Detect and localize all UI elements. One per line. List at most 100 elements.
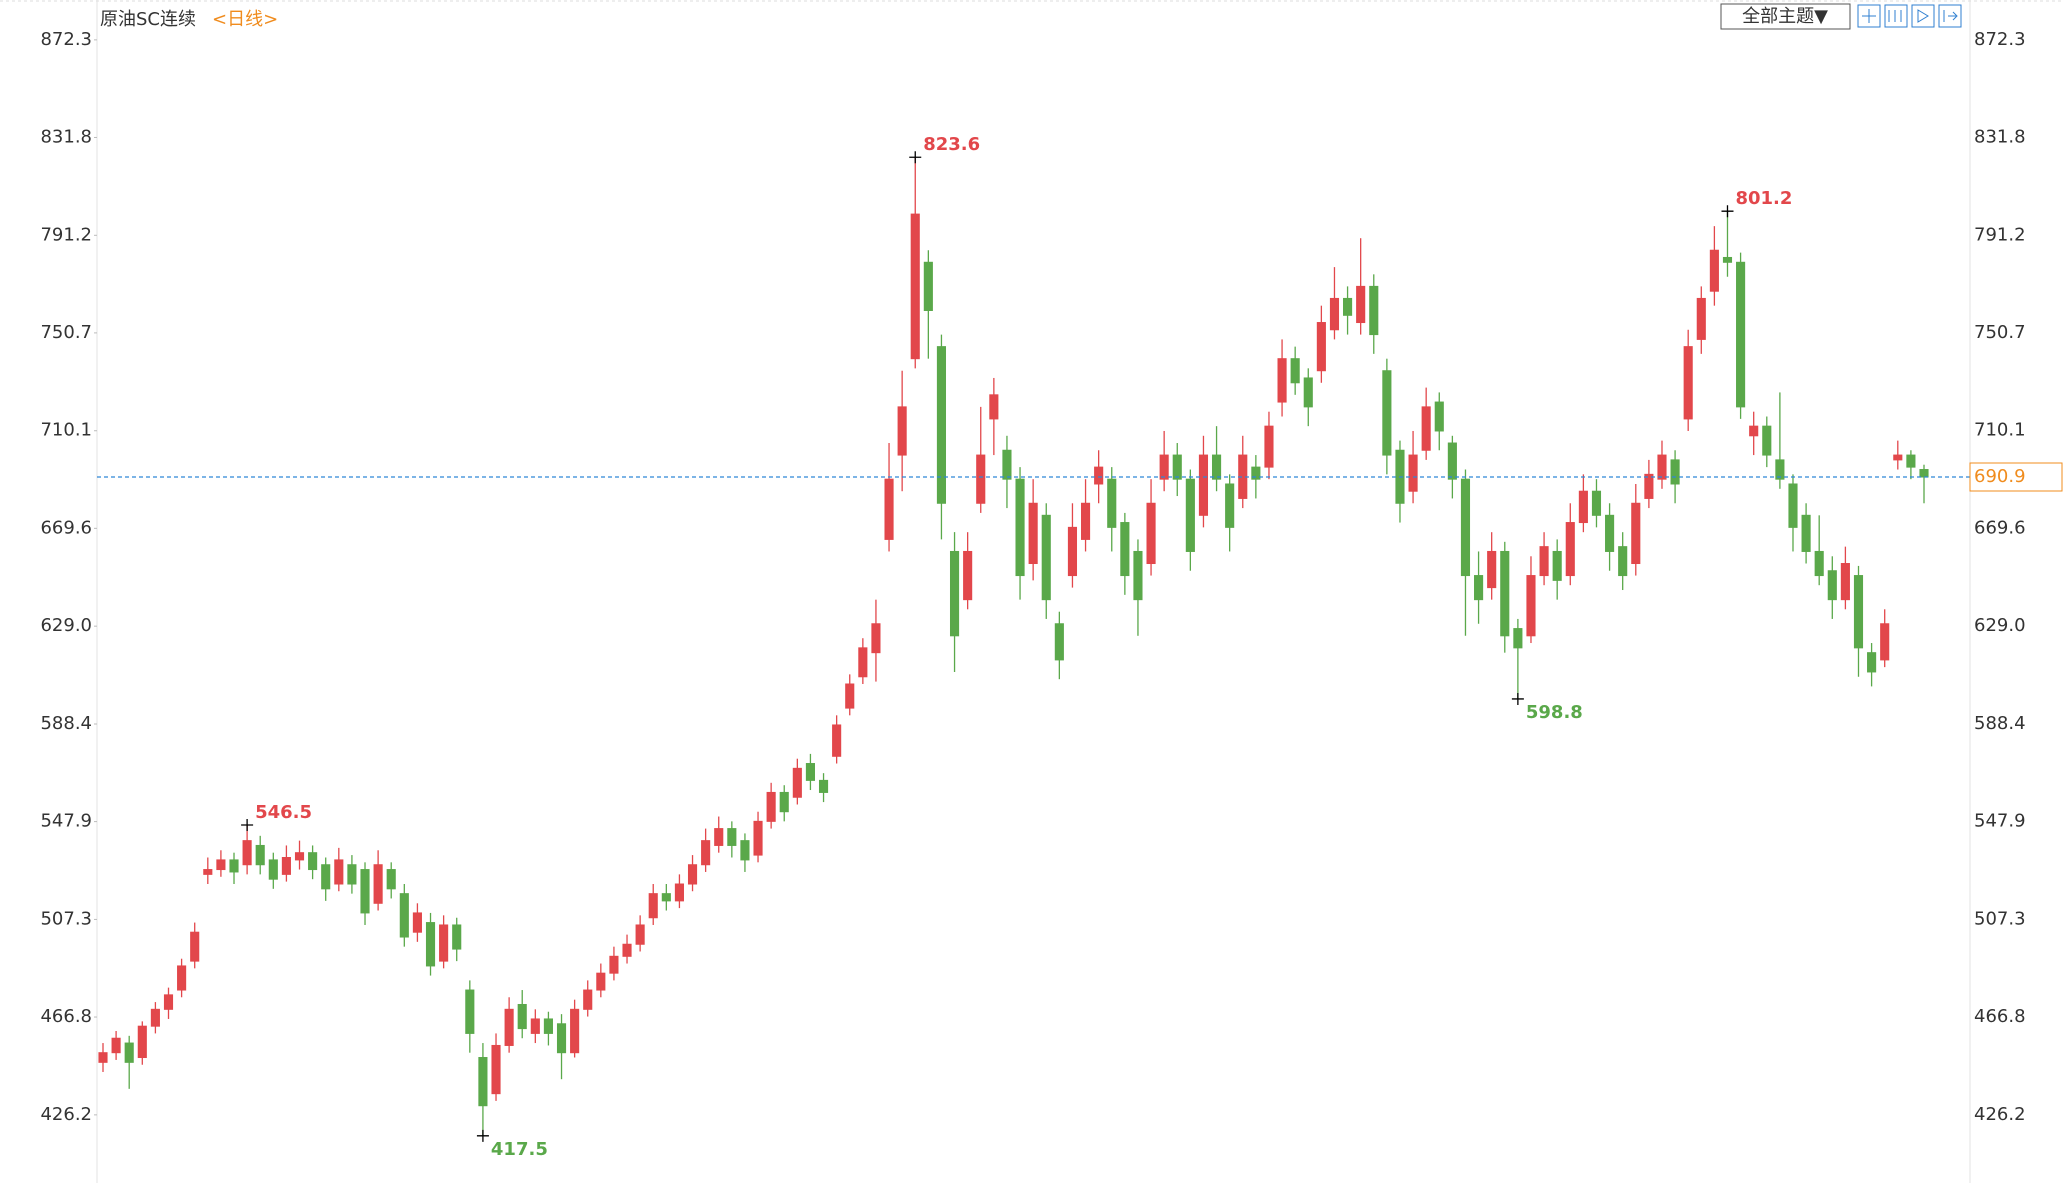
candle-body xyxy=(1827,570,1837,601)
y-tick-label-right: 466.8 xyxy=(1974,1006,2026,1027)
candle-body xyxy=(779,791,789,813)
candle-body xyxy=(1736,261,1746,408)
candle-body xyxy=(1343,297,1353,316)
candle-body xyxy=(1303,377,1313,408)
candle-body xyxy=(203,869,213,875)
y-tick-label: 872.3 xyxy=(40,29,92,50)
candle-body xyxy=(976,454,986,504)
candle-body xyxy=(1539,546,1549,577)
candle-body xyxy=(963,550,973,601)
candle-body xyxy=(491,1044,501,1095)
candle-body xyxy=(1591,490,1602,516)
candle-body xyxy=(1552,550,1562,581)
y-tick-label-right: 507.3 xyxy=(1974,908,2026,929)
candle-body xyxy=(1434,401,1444,432)
candle-body xyxy=(1788,483,1798,528)
candle-body xyxy=(845,683,855,709)
theme-button-label[interactable]: 全部主题▼ xyxy=(1742,6,1828,27)
candle-body xyxy=(1198,454,1209,516)
period-label: <日线> xyxy=(212,9,278,30)
candle-body xyxy=(1893,454,1903,461)
play-icon[interactable] xyxy=(1911,4,1935,28)
candle-body xyxy=(412,912,422,933)
candle-body xyxy=(1722,256,1733,263)
candle-body xyxy=(936,346,947,504)
high-label: 801.2 xyxy=(1735,188,1792,209)
candle-body xyxy=(1028,502,1038,565)
y-tick-label-right: 831.8 xyxy=(1974,126,2026,147)
candle-body xyxy=(1696,297,1706,340)
y-tick-label-right: 588.4 xyxy=(1974,713,2026,734)
candle-body xyxy=(1382,370,1392,456)
fit-icon[interactable] xyxy=(1884,4,1908,28)
high-marker xyxy=(1721,205,1734,218)
candle-body xyxy=(478,1057,488,1107)
candle-body xyxy=(674,883,684,902)
candle-body xyxy=(1080,502,1091,540)
candle-body xyxy=(229,859,239,873)
candle-body xyxy=(530,1018,540,1034)
candle-body xyxy=(1369,285,1379,336)
y-tick-label-right: 710.1 xyxy=(1974,420,2026,441)
candle-body xyxy=(648,893,658,919)
candle-body xyxy=(504,1008,514,1046)
candle-body xyxy=(570,1008,580,1054)
candle-body xyxy=(727,828,737,846)
y-tick-label: 669.6 xyxy=(40,517,92,538)
y-tick-label: 466.8 xyxy=(40,1006,92,1027)
high-label: 823.6 xyxy=(923,134,980,155)
y-tick-label: 831.8 xyxy=(40,126,92,147)
candle-body xyxy=(373,864,383,904)
candle-body xyxy=(622,943,632,957)
candle-body xyxy=(609,955,619,974)
candle-body xyxy=(989,394,999,420)
candle-body xyxy=(177,965,187,991)
candle-body xyxy=(281,857,291,875)
candle-body xyxy=(1159,454,1169,480)
candle-body xyxy=(1919,469,1929,478)
candle-body xyxy=(1775,459,1785,480)
theme-button[interactable]: 全部主题▼ xyxy=(1720,3,1851,30)
candle-body xyxy=(1067,526,1078,577)
candle-body xyxy=(386,869,396,890)
y-tick-label-right: 669.6 xyxy=(1974,517,2026,538)
candle-body xyxy=(832,724,842,757)
candle-body xyxy=(923,261,933,311)
candle-body xyxy=(949,550,960,637)
y-tick-label: 507.3 xyxy=(40,908,92,929)
candle-body xyxy=(1041,514,1051,601)
candle-body xyxy=(1513,628,1523,649)
candle-body xyxy=(111,1037,121,1054)
candle-body xyxy=(792,767,802,798)
theme-button-box[interactable] xyxy=(1720,3,1851,30)
candle-body xyxy=(517,1003,527,1030)
candle-body xyxy=(1185,478,1195,552)
candle-body xyxy=(399,893,409,938)
candle-body xyxy=(360,869,370,914)
low-label: 417.5 xyxy=(491,1139,548,1160)
candle-body xyxy=(347,864,357,885)
candle-body xyxy=(268,859,278,880)
candle-body xyxy=(1618,546,1628,577)
y-tick-label: 750.7 xyxy=(40,322,92,343)
candle-body xyxy=(1500,550,1510,637)
candle-body xyxy=(124,1042,134,1063)
candle-body xyxy=(425,922,436,967)
high-marker xyxy=(241,818,254,831)
candle-body xyxy=(1277,358,1287,403)
y-tick-label-right: 426.2 xyxy=(1974,1104,2026,1125)
candle-body xyxy=(1670,459,1680,485)
y-tick-label: 426.2 xyxy=(40,1104,92,1125)
candle-body xyxy=(1526,575,1536,637)
candle-body xyxy=(1251,466,1261,480)
candle-body xyxy=(543,1018,553,1034)
candle-body xyxy=(1631,502,1641,565)
candle-body xyxy=(740,840,750,861)
candle-body xyxy=(1015,478,1025,577)
candle-body xyxy=(897,406,907,456)
candle-body xyxy=(596,972,606,991)
candle-body xyxy=(1605,514,1615,552)
candle-body xyxy=(1408,454,1418,492)
candle-body xyxy=(1853,575,1864,649)
